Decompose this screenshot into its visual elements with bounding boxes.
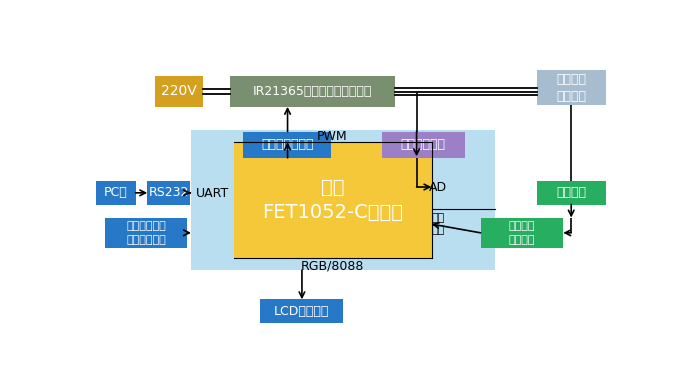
Text: IR21365驱动芯片及保护电路: IR21365驱动芯片及保护电路 [253,85,372,98]
FancyBboxPatch shape [537,181,606,205]
Text: 基于
FET1052-C控制器: 基于 FET1052-C控制器 [262,178,403,222]
Text: 电流检测电路: 电流检测电路 [400,138,446,151]
Text: LCD显示电路: LCD显示电路 [274,305,330,318]
Text: 光电码盘: 光电码盘 [556,186,586,199]
Text: RGB/8088: RGB/8088 [301,260,364,273]
FancyBboxPatch shape [537,70,606,105]
FancyBboxPatch shape [96,181,136,205]
FancyBboxPatch shape [191,130,495,270]
Text: UART: UART [196,187,230,200]
Text: AD: AD [429,180,447,194]
Text: 正交
解码: 正交 解码 [431,213,444,235]
FancyBboxPatch shape [382,132,464,158]
FancyBboxPatch shape [260,299,343,323]
FancyBboxPatch shape [230,76,396,107]
Text: RS232: RS232 [149,186,189,199]
Text: 光电码盘
接口电路: 光电码盘 接口电路 [508,221,535,244]
FancyBboxPatch shape [105,218,187,248]
Text: PC机: PC机 [104,186,127,199]
FancyBboxPatch shape [480,218,563,248]
Text: 速度模拟控制
输入接口电路: 速度模拟控制 输入接口电路 [126,221,166,244]
Text: 驱动、隔离电路: 驱动、隔离电路 [261,138,314,151]
Text: PWM: PWM [317,130,347,143]
Text: 永磁同步
同股电机: 永磁同步 同股电机 [556,73,586,103]
Text: 220V: 220V [162,85,197,99]
FancyBboxPatch shape [234,142,431,258]
FancyBboxPatch shape [147,181,190,205]
FancyBboxPatch shape [244,132,332,158]
FancyBboxPatch shape [155,76,204,107]
